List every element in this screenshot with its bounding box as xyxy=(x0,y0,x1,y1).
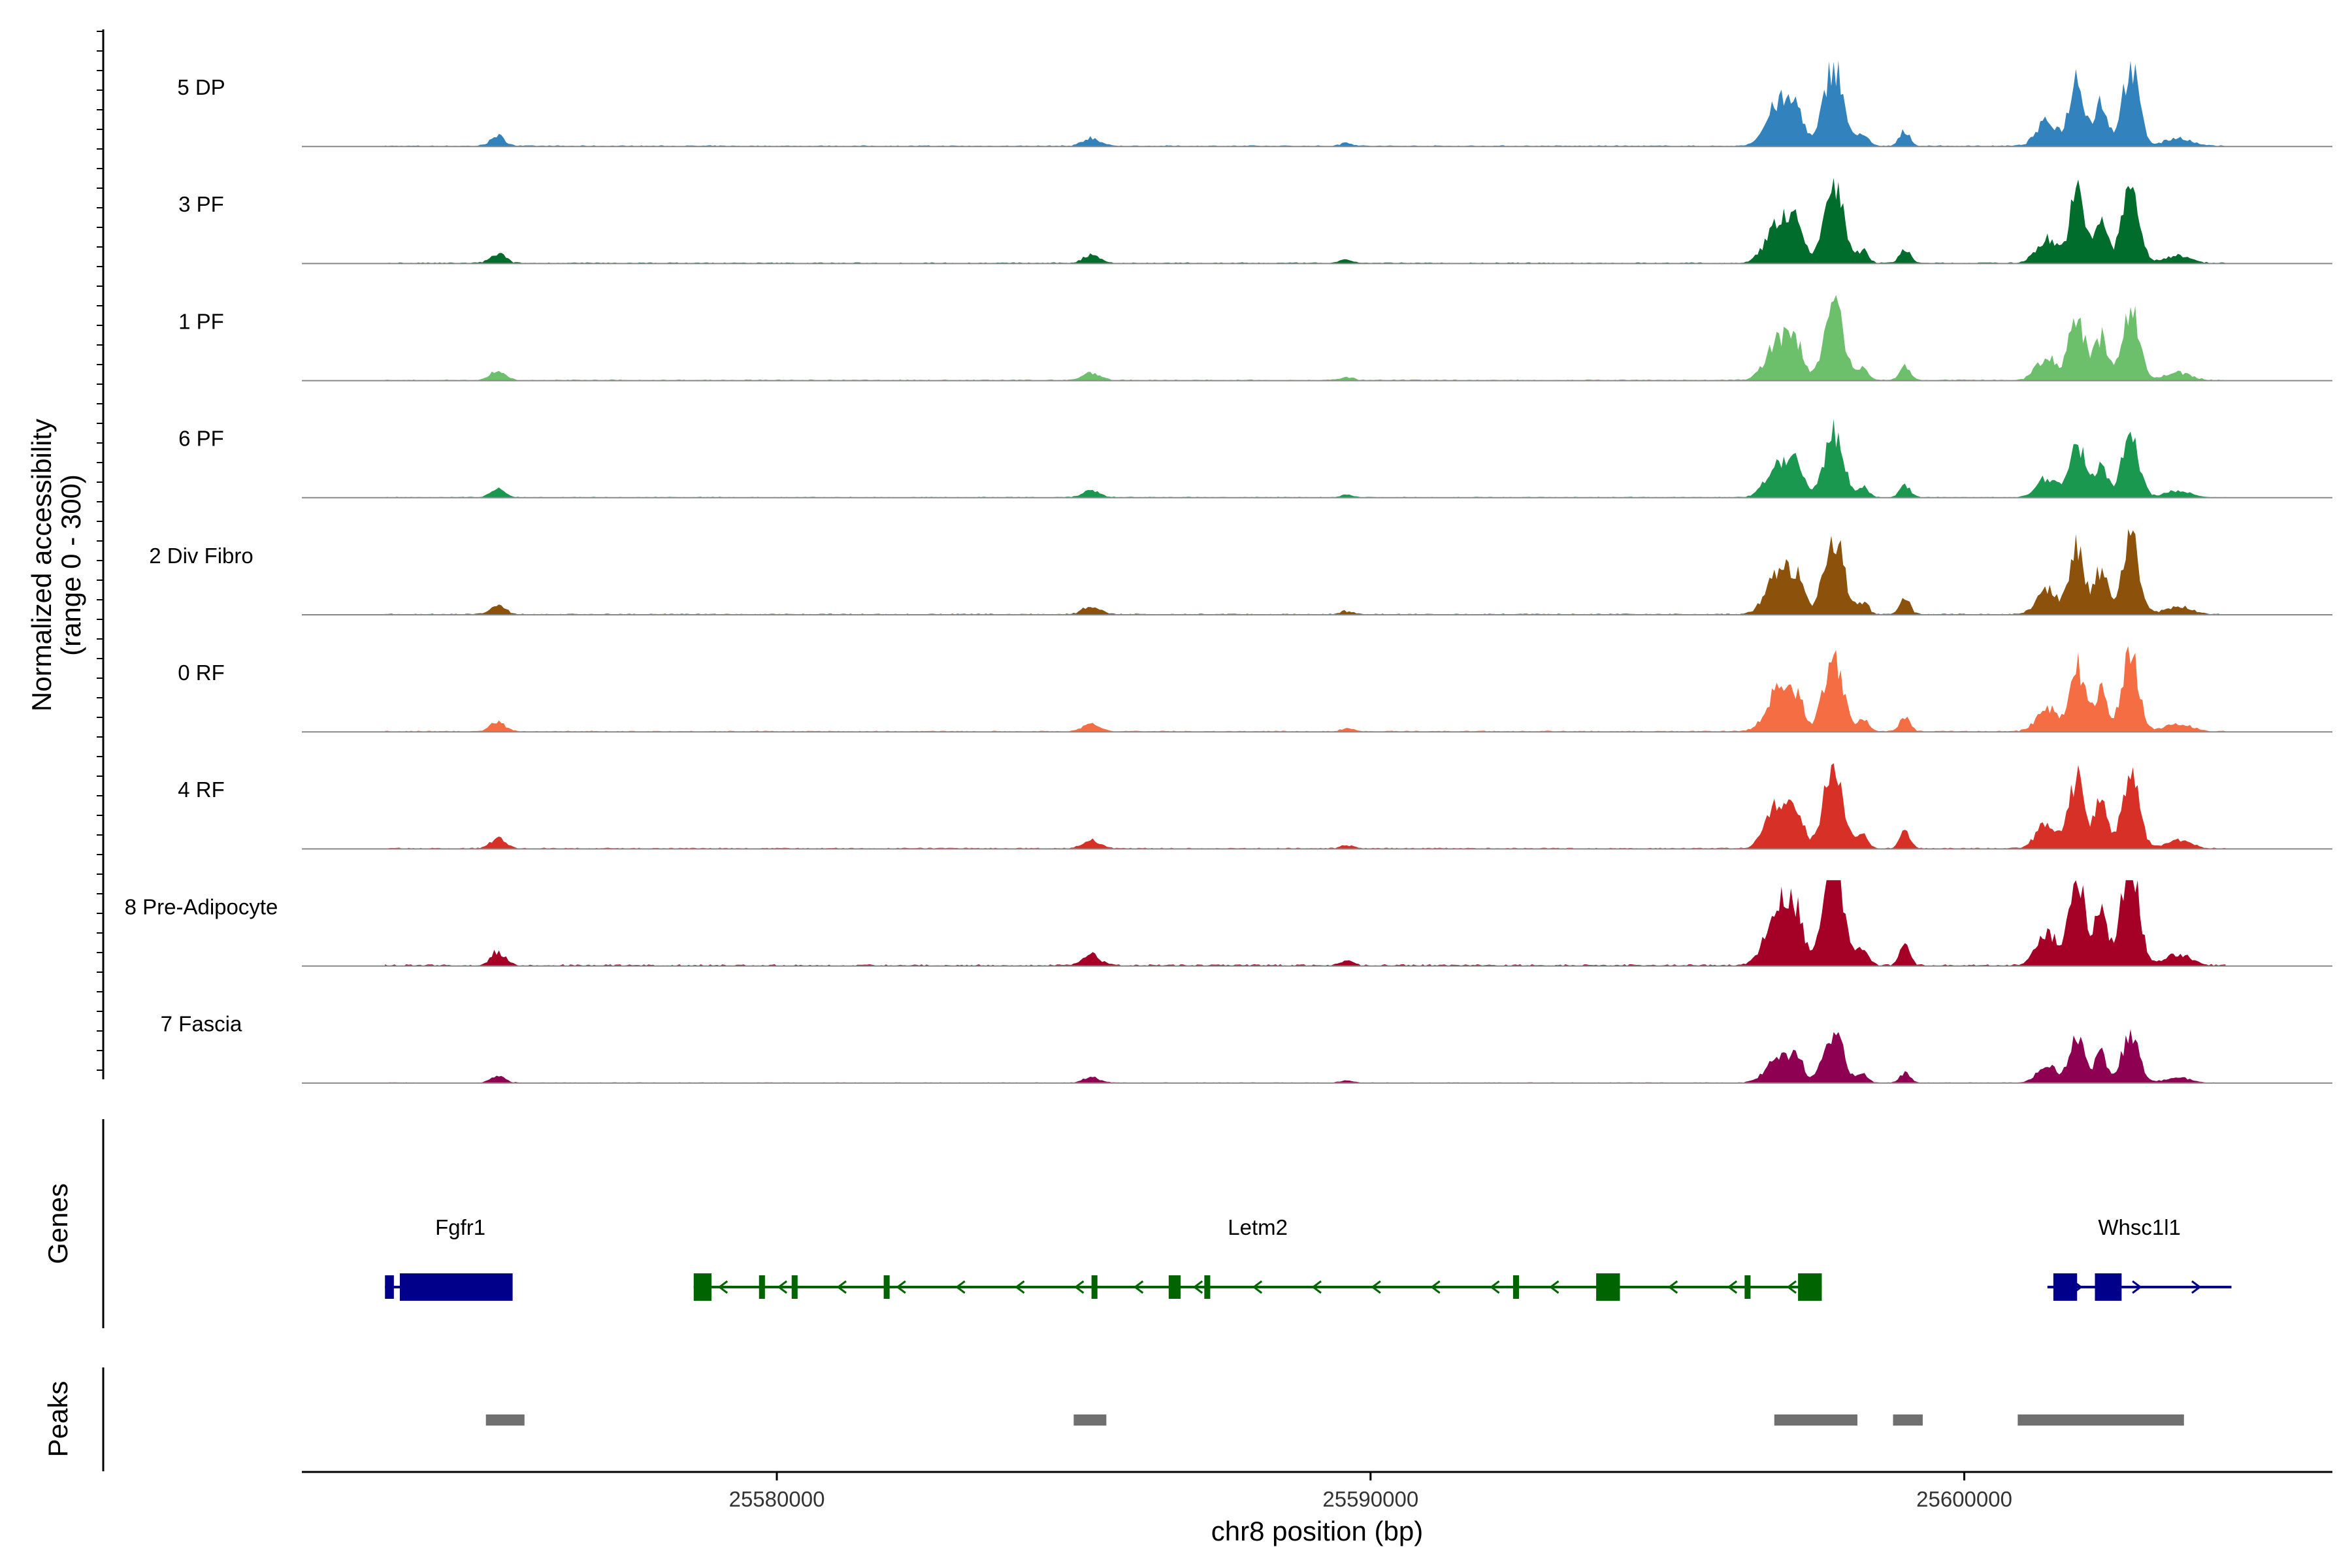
track-label: 1 PF xyxy=(178,309,224,333)
gene-annotation-track: Fgfr1 Letm2 Whsc1l1 xyxy=(385,1215,2232,1301)
exon xyxy=(1744,1275,1751,1299)
gene-name: Fgfr1 xyxy=(435,1215,485,1239)
strand-arrow xyxy=(896,1280,906,1294)
coverage-area xyxy=(385,295,2226,381)
strand-arrow xyxy=(717,1280,728,1294)
gene-Letm2: Letm2 xyxy=(693,1215,1822,1301)
strand-arrow xyxy=(1015,1280,1025,1294)
coverage-area xyxy=(385,529,2226,615)
strand-arrow xyxy=(1549,1280,1560,1294)
track-label: 4 RF xyxy=(178,777,225,802)
peaks-label: Peaks xyxy=(42,1381,73,1458)
coverage-y-axis-ticks xyxy=(97,31,103,1071)
track-label: 6 PF xyxy=(178,427,224,451)
coverage-area xyxy=(385,178,2226,264)
exon xyxy=(1168,1275,1181,1299)
peaks-track xyxy=(485,1414,2184,1426)
coverage-area xyxy=(385,1029,2226,1083)
gene-name: Letm2 xyxy=(1228,1215,1288,1239)
coverage-tracks: 5 DP 3 PF 1 PF 6 PF 2 Div Fibro 0 RF 4 RF 8 Pre… xyxy=(125,60,2332,1084)
strand-arrow xyxy=(836,1280,847,1294)
exon xyxy=(1512,1275,1519,1299)
strand-arrow xyxy=(1667,1280,1678,1294)
coverage-area xyxy=(385,880,2226,966)
coverage-area xyxy=(385,645,2226,732)
x-axis-label: chr8 position (bp) xyxy=(1211,1516,1424,1546)
exon xyxy=(1204,1275,1211,1299)
exon xyxy=(399,1273,513,1301)
strand-arrow xyxy=(1786,1280,1797,1294)
genes-label: Genes xyxy=(42,1183,73,1264)
peak-region xyxy=(2017,1414,2184,1426)
exon xyxy=(759,1275,765,1299)
strand-arrow xyxy=(1133,1280,1144,1294)
gene-Whsc1l1: Whsc1l1 xyxy=(2047,1215,2232,1301)
x-tick-label: 25600000 xyxy=(1916,1487,2012,1511)
strand-arrow xyxy=(1252,1280,1263,1294)
y-axis-label-line1: Normalized accessibility xyxy=(26,419,57,711)
peak-region xyxy=(485,1414,525,1426)
track-label: 0 RF xyxy=(178,661,225,685)
exon xyxy=(385,1275,394,1299)
gene-name: Whsc1l1 xyxy=(2098,1215,2181,1239)
exon xyxy=(1596,1273,1620,1301)
strand-arrow xyxy=(955,1280,966,1294)
track-4: 6 PF xyxy=(178,419,2332,498)
exon xyxy=(883,1275,890,1299)
track-label: 7 Fascia xyxy=(161,1012,242,1036)
strand-arrow xyxy=(777,1280,788,1294)
peak-region xyxy=(1073,1414,1107,1426)
track-5: 2 Div Fibro xyxy=(149,529,2332,615)
exon xyxy=(693,1273,712,1301)
exon xyxy=(791,1275,798,1299)
strand-arrow xyxy=(1311,1280,1322,1294)
track-label: 2 Div Fibro xyxy=(149,544,253,568)
track-2: 3 PF xyxy=(178,178,2332,265)
y-axis-label-line2: (range 0 - 300) xyxy=(56,474,86,656)
exon xyxy=(1091,1275,1098,1299)
strand-arrow xyxy=(1727,1280,1738,1294)
strand-arrow xyxy=(1192,1280,1203,1294)
exon xyxy=(2095,1273,2122,1301)
track-label: 3 PF xyxy=(178,192,224,216)
strand-arrow xyxy=(1430,1280,1441,1294)
coverage-area xyxy=(385,60,2226,147)
track-1: 5 DP xyxy=(177,60,2332,148)
gene-Fgfr1: Fgfr1 xyxy=(385,1215,513,1301)
track-label: 5 DP xyxy=(177,75,225,99)
track-8: 8 Pre-Adipocyte xyxy=(125,880,2332,967)
strand-arrow xyxy=(1371,1280,1381,1294)
strand-arrow xyxy=(1490,1280,1500,1294)
track-7: 4 RF xyxy=(178,763,2332,850)
peak-region xyxy=(1893,1414,1923,1426)
track-6: 0 RF xyxy=(178,645,2332,733)
x-tick-label: 25580000 xyxy=(729,1487,825,1511)
strand-arrow xyxy=(1073,1280,1085,1294)
x-tick-label: 25590000 xyxy=(1322,1487,1418,1511)
exon xyxy=(1798,1273,1822,1301)
peak-region xyxy=(1774,1414,1857,1426)
strand-arrow xyxy=(2132,1280,2142,1294)
exon xyxy=(2053,1273,2078,1301)
track-label: 8 Pre-Adipocyte xyxy=(125,894,278,919)
x-axis-ticks: 25580000 25590000 25600000 xyxy=(729,1472,2012,1511)
coverage-area xyxy=(385,419,2226,498)
strand-arrow xyxy=(2191,1280,2202,1294)
track-3: 1 PF xyxy=(178,295,2332,382)
track-9: 7 Fascia xyxy=(161,1012,2332,1084)
coverage-area xyxy=(385,763,2226,849)
